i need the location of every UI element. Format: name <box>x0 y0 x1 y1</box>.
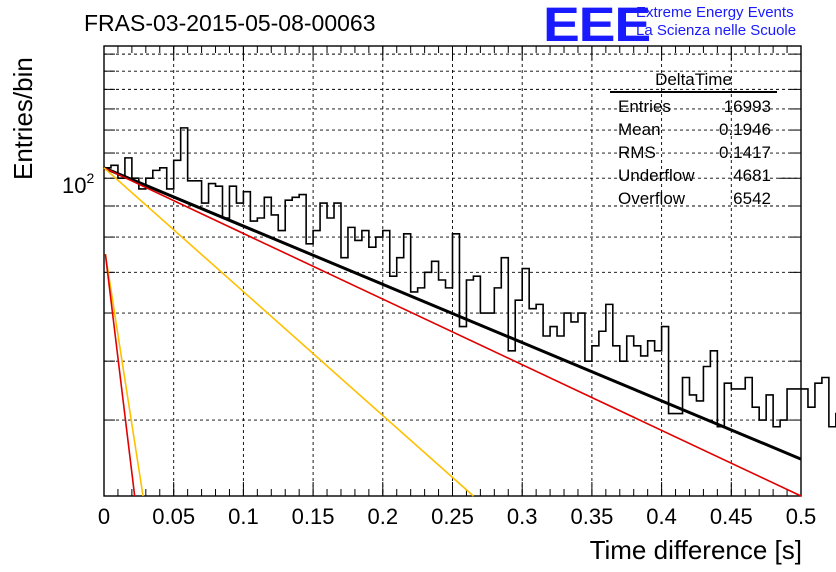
x-tick-label: 0.3 <box>507 504 538 529</box>
x-tick-label: 0.15 <box>292 504 335 529</box>
x-tick-label: 0.2 <box>368 504 399 529</box>
stats-row-underflow: Underflow 4681 <box>610 164 777 187</box>
histogram-steps <box>104 127 836 428</box>
stats-row-mean: Mean 0.1946 <box>610 118 777 141</box>
fit-curve-2 <box>103 167 474 497</box>
stats-row-rms: RMS 0.1417 <box>610 141 777 164</box>
stat-label: Overflow <box>618 189 686 208</box>
eee-logo: EEE <box>543 0 651 52</box>
x-tick-label: 0.05 <box>152 504 195 529</box>
x-tick-labels: 0 0.05 0.1 0.15 0.2 0.25 0.3 0.35 0.4 0.45 0.5 <box>98 504 816 529</box>
stat-label: RMS <box>618 143 656 162</box>
logo-line-1: Extreme Energy Events <box>636 4 794 21</box>
fit-curve-1 <box>103 167 802 497</box>
x-tick-label: 0.25 <box>431 504 474 529</box>
fit-curve-0 <box>103 166 802 461</box>
stats-box: DeltaTime Entries 16993 Mean 0.1946 RMS 0.1… <box>610 70 777 210</box>
y-axis-label: Entries/bin <box>8 57 38 180</box>
x-tick-label: 0 <box>98 504 110 529</box>
stats-title: DeltaTime <box>610 70 777 93</box>
stat-label: Entries <box>618 97 671 116</box>
stat-label: Mean <box>618 120 661 139</box>
stat-value: 0.1946 <box>719 120 771 139</box>
fit-curve-4 <box>104 254 136 497</box>
x-tick-label: 0.45 <box>710 504 753 529</box>
x-tick-label: 0.35 <box>570 504 613 529</box>
stat-label: Underflow <box>618 166 695 185</box>
axis-ticks <box>103 46 802 496</box>
run-title: FRAS-03-2015-05-08-00063 <box>84 10 376 36</box>
stats-row-entries: Entries 16993 <box>610 95 777 118</box>
x-tick-label: 0.5 <box>786 504 817 529</box>
x-tick-label: 0.1 <box>228 504 259 529</box>
y-tick-label: 102 <box>62 170 94 198</box>
fit-curves <box>103 166 802 497</box>
x-axis-label: Time difference [s] <box>589 535 802 565</box>
stats-row-overflow: Overflow 6542 <box>610 187 777 210</box>
logo-caption: Extreme Energy Events La Scienza nelle S… <box>636 4 796 40</box>
stat-value: 4681 <box>733 166 771 185</box>
logo-line-2: La Scienza nelle Scuole <box>636 22 797 39</box>
stat-value: 0.1417 <box>719 143 771 162</box>
stat-value: 16993 <box>723 97 771 116</box>
stat-value: 6542 <box>733 189 771 208</box>
x-tick-label: 0.4 <box>646 504 677 529</box>
fit-curve-3 <box>104 254 144 497</box>
